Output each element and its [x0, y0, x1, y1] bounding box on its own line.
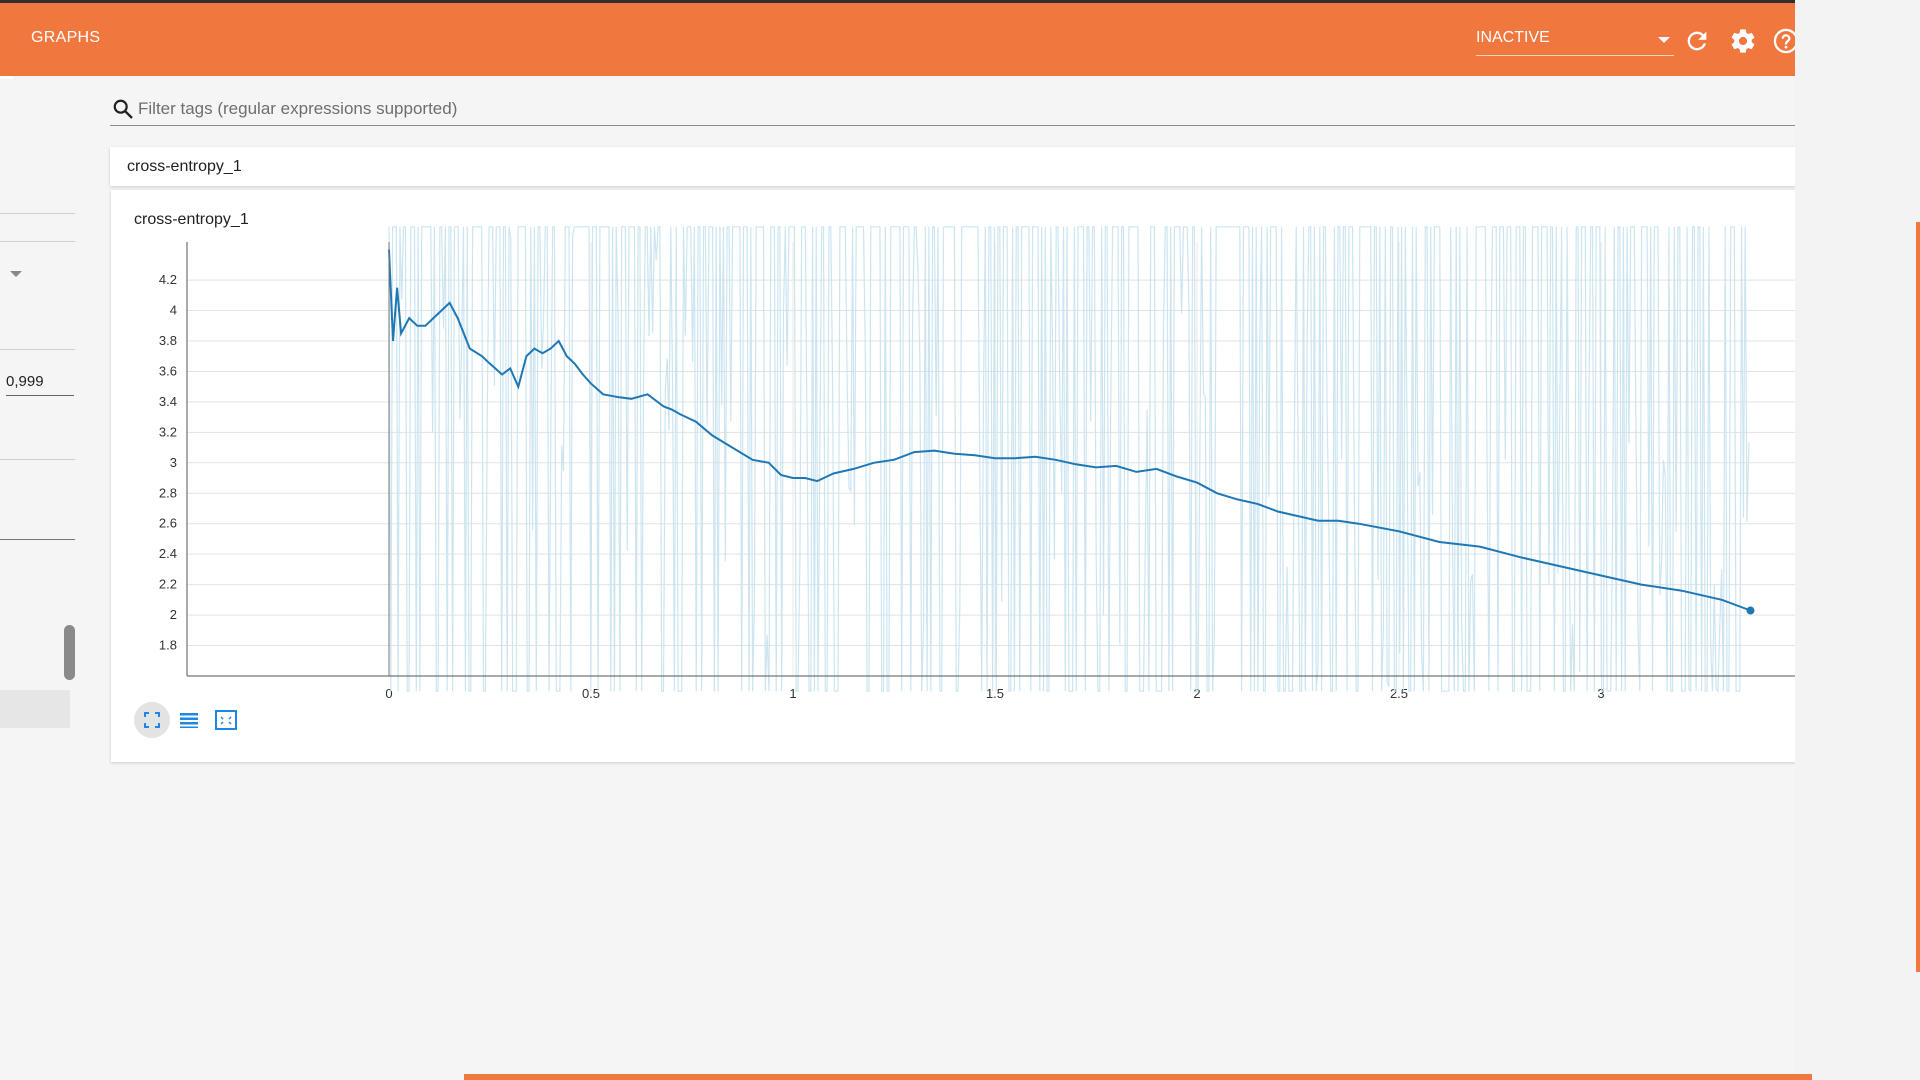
y-tick-label: 2.2 [159, 577, 177, 592]
sidebar-dropdown-caret-icon[interactable] [10, 271, 22, 277]
gear-icon[interactable] [1729, 27, 1757, 55]
scalar-chart-card: cross-entropy_1 1.8 2 2.2 2.4 2.6 2.8 3 3.2 3.4 3… [111, 190, 1795, 762]
y-tick-label: 2.8 [159, 485, 177, 500]
x-tick-label: 0.5 [582, 686, 600, 700]
tag-filter[interactable]: Filter tags (regular expressions support… [110, 92, 1795, 126]
category-title: cross-entropy_1 [127, 158, 242, 175]
sidebar-divider [0, 213, 75, 214]
y-tick-label: 2.6 [159, 516, 177, 531]
filter-input[interactable]: Filter tags (regular expressions support… [138, 99, 458, 118]
help-icon[interactable] [1772, 27, 1795, 55]
sidebar-scrollbar[interactable] [64, 625, 75, 680]
reload-icon[interactable] [1683, 27, 1711, 55]
y-tick-label: 2 [170, 607, 177, 622]
y-tick-label: 3.8 [159, 333, 177, 348]
log-scale-icon [180, 713, 198, 728]
y-tick-label: 1.8 [159, 638, 177, 653]
x-tick-label: 2 [1193, 686, 1200, 700]
y-tick-label: 4.2 [159, 272, 177, 287]
x-tick-label: 3 [1597, 686, 1604, 700]
fit-domain-button[interactable] [134, 702, 170, 738]
smoothed-series-line[interactable] [388, 249, 1751, 612]
y-tick-label: 4 [170, 303, 177, 318]
line-chart[interactable]: 1.8 2 2.2 2.4 2.6 2.8 3 3.2 3.4 3.6 3.8 4 4.2 0 0.5 1 1.… [111, 190, 1795, 700]
sidebar-field-underline[interactable] [0, 539, 75, 540]
chart-title: cross-entropy_1 [134, 211, 249, 228]
sidebar-divider [0, 241, 75, 242]
sidebar-selected-item[interactable] [0, 690, 70, 728]
sidebar-divider [0, 349, 75, 350]
category-header[interactable]: cross-entropy_1 [110, 147, 1795, 186]
x-tick-label: 1 [789, 686, 796, 700]
log-scale-button[interactable] [171, 702, 207, 738]
y-tick-label: 2.4 [159, 546, 177, 561]
run-selector-label: INACTIVE [1476, 29, 1550, 46]
raw-series-line [388, 226, 1750, 693]
y-tick-label: 3 [170, 455, 177, 470]
run-selector-dropdown[interactable]: INACTIVE [1476, 28, 1674, 56]
y-tick-label: 3.4 [159, 394, 177, 409]
dropdown-caret-icon [1658, 37, 1670, 43]
sidebar-divider [0, 459, 75, 460]
x-tick-label: 1.5 [986, 686, 1004, 700]
tab-graphs[interactable]: GRAPHS [31, 29, 101, 46]
search-icon [112, 98, 134, 120]
settings-sidebar: 0,999 [0, 76, 80, 1080]
x-tick-label: 0 [385, 686, 392, 700]
zoom-selection-button[interactable] [208, 702, 244, 738]
right-panel [1795, 0, 1920, 1080]
zoom-icon [215, 710, 237, 730]
smoothing-input[interactable]: 0,999 [6, 373, 74, 396]
series-end-point [1746, 606, 1755, 615]
x-tick-label: 2.5 [1390, 686, 1408, 700]
right-accent-bar [1916, 222, 1920, 972]
top-toolbar: GRAPHS INACTIVE [0, 0, 1795, 79]
fit-domain-icon [144, 712, 160, 728]
tensorboard-window: GRAPHS INACTIVE 0,999 [0, 0, 1795, 1080]
y-tick-label: 3.2 [159, 424, 177, 439]
bottom-accent-bar [464, 1074, 1812, 1080]
active-tab-indicator [0, 76, 13, 79]
y-tick-label: 3.6 [159, 363, 177, 378]
